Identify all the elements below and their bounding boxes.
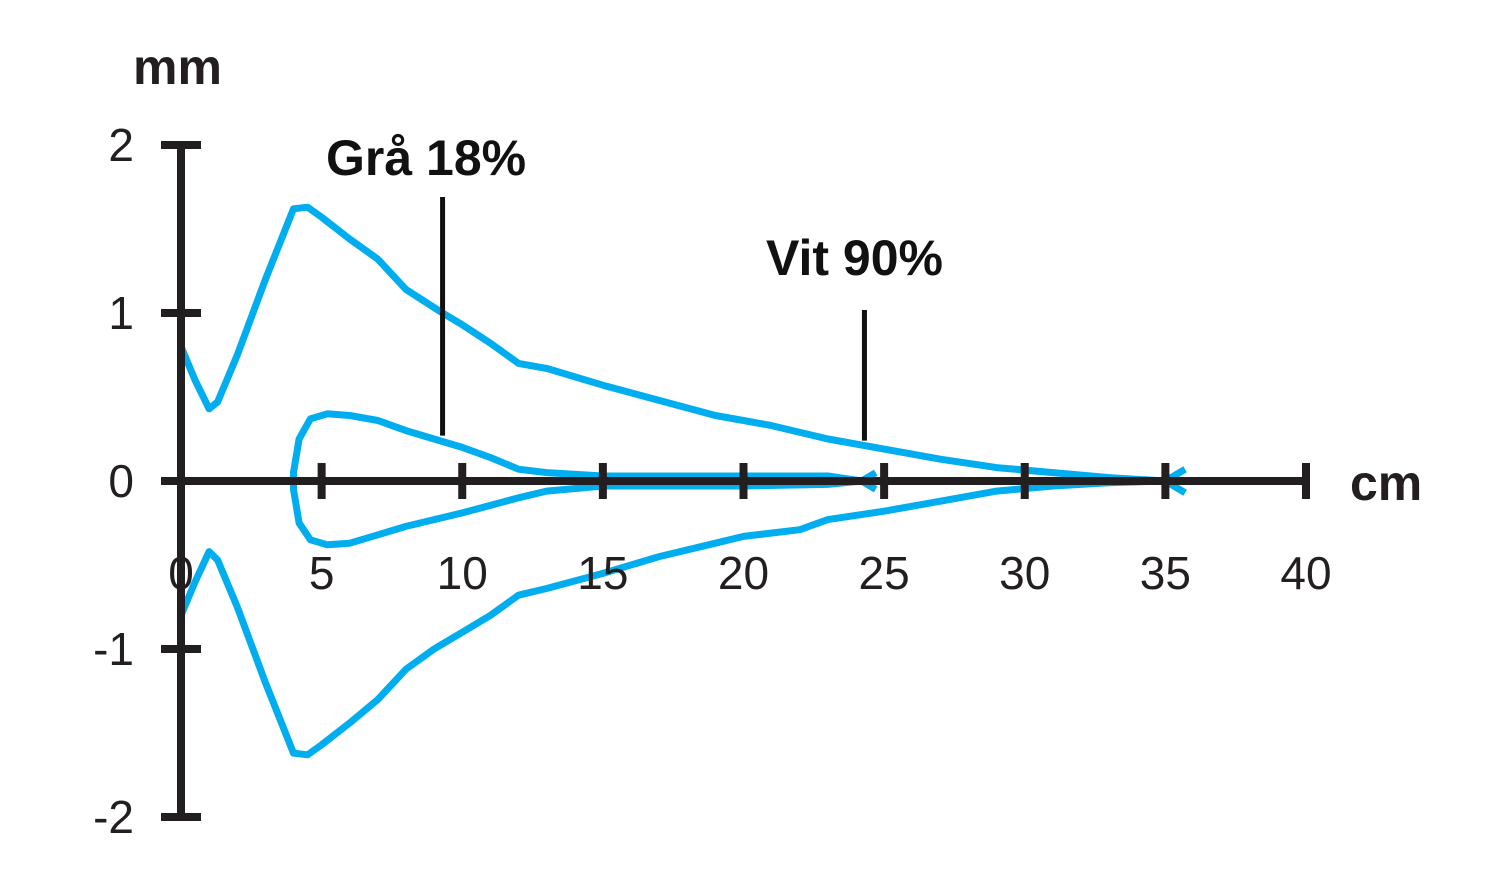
curves-layer	[177, 203, 1187, 759]
x-axis-label: cm	[1350, 455, 1422, 511]
y-tick-label: -1	[93, 623, 134, 675]
y-tick-label: 1	[108, 287, 134, 339]
y-axis-label: mm	[133, 39, 222, 95]
y-tick-label: 2	[108, 119, 134, 171]
y-tick-label: -2	[93, 791, 134, 843]
annotation-gra-18: Grå 18%	[326, 130, 526, 186]
x-tick-label: 15	[577, 547, 628, 599]
x-tick-label: 35	[1140, 547, 1191, 599]
x-tick-label: 30	[999, 547, 1050, 599]
series-curve-1	[177, 477, 1187, 759]
x-tick-label: 10	[437, 547, 488, 599]
x-tick-label: 0	[168, 547, 194, 599]
series-curve-2	[290, 410, 878, 549]
x-tick-label: 25	[859, 547, 910, 599]
annotation-vit-90: Vit 90%	[766, 230, 943, 286]
y-tick-label: 0	[108, 455, 134, 507]
series-curve-0	[177, 203, 1187, 485]
x-tick-label: 5	[309, 547, 335, 599]
x-tick-label: 20	[718, 547, 769, 599]
x-tick-label: 40	[1280, 547, 1331, 599]
